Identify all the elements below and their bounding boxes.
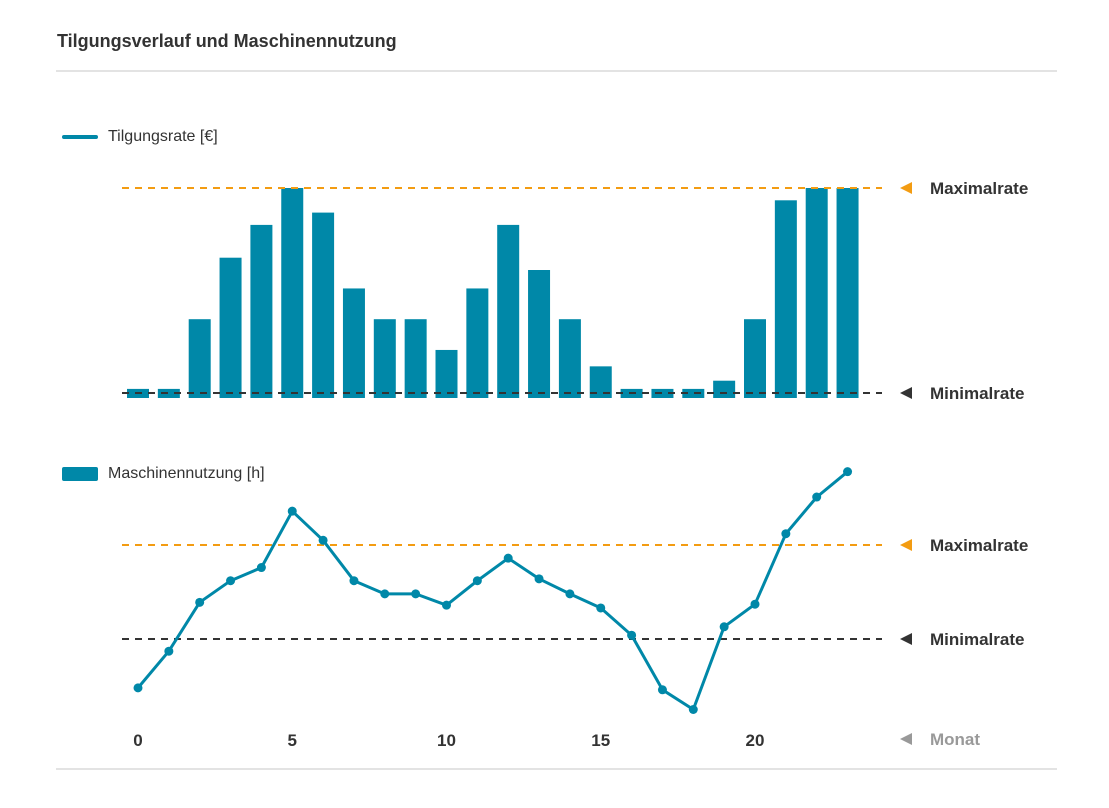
point-1 (164, 646, 174, 656)
bar-13 (528, 270, 551, 398)
legend-box-swatch (62, 467, 98, 481)
point-7 (349, 576, 359, 586)
bar-6 (312, 212, 335, 398)
bar-17 (651, 388, 674, 398)
bar-19 (713, 380, 736, 398)
bar-18 (682, 388, 705, 398)
bar-9 (404, 319, 427, 398)
bar-2 (188, 319, 211, 398)
x-tick-5: 5 (288, 731, 297, 750)
top-divider (56, 70, 1057, 72)
point-14 (565, 589, 575, 599)
point-3 (226, 576, 236, 586)
legend-maschinennutzung: Maschinennutzung [h] (62, 465, 265, 483)
bar-maximalrate-marker-icon (900, 182, 912, 194)
point-11 (472, 576, 482, 586)
chart-title: Tilgungsverlauf und Maschinennutzung (57, 31, 397, 51)
bar-20 (744, 319, 766, 398)
point-16 (627, 630, 637, 640)
x-tick-0: 0 (133, 731, 142, 750)
x-axis-label: Monat (930, 730, 980, 749)
point-18 (688, 705, 698, 714)
point-5 (287, 506, 297, 516)
bar-11 (466, 288, 489, 398)
bar-12 (497, 224, 520, 398)
point-10 (442, 600, 451, 610)
legend-tilgungsrate-label: Tilgungsrate [€] (108, 128, 218, 145)
x-tick-10: 10 (437, 731, 456, 750)
x-tick-15: 15 (591, 731, 610, 750)
bar-10 (435, 349, 458, 398)
line-minimalrate-label: Minimalrate (930, 630, 1024, 649)
line-maximalrate-marker-icon (900, 539, 912, 551)
x-tick-20: 20 (746, 731, 765, 750)
line-minimalrate-marker-icon (900, 633, 912, 645)
legend-line-swatch (62, 135, 98, 139)
point-13 (534, 574, 544, 584)
line-maximalrate-label: Maximalrate (930, 536, 1028, 555)
point-19 (719, 622, 729, 632)
bar-14 (558, 319, 581, 398)
bar-minimalrate-marker-icon (900, 387, 912, 399)
bar-4 (250, 224, 273, 398)
point-6 (318, 535, 328, 545)
series-line (136, 470, 849, 711)
bar-8 (373, 319, 396, 398)
point-21 (781, 529, 791, 539)
bar-7 (342, 288, 365, 398)
point-0 (133, 683, 143, 693)
point-17 (657, 685, 667, 695)
point-15 (596, 603, 606, 613)
point-9 (411, 589, 421, 599)
bar-5 (281, 188, 304, 398)
bar-15 (589, 366, 612, 398)
bar-maximalrate-label: Maximalrate (930, 179, 1028, 198)
point-4 (256, 563, 266, 573)
x-axis-marker-icon (900, 733, 912, 745)
bar-21 (774, 200, 797, 398)
point-2 (195, 597, 205, 607)
bar-minimalrate-label: Minimalrate (930, 384, 1024, 403)
bar-1 (157, 388, 180, 398)
bar-23 (836, 188, 859, 398)
point-20 (750, 599, 760, 609)
bar-22 (805, 188, 828, 398)
legend-tilgungsrate: Tilgungsrate [€] (62, 128, 218, 146)
point-12 (503, 553, 513, 563)
bar-3 (219, 257, 242, 398)
point-22 (812, 492, 822, 502)
bottom-divider (56, 768, 1057, 770)
point-8 (380, 589, 390, 599)
legend-maschinennutzung-label: Maschinennutzung [h] (108, 465, 265, 482)
point-23 (843, 467, 853, 477)
